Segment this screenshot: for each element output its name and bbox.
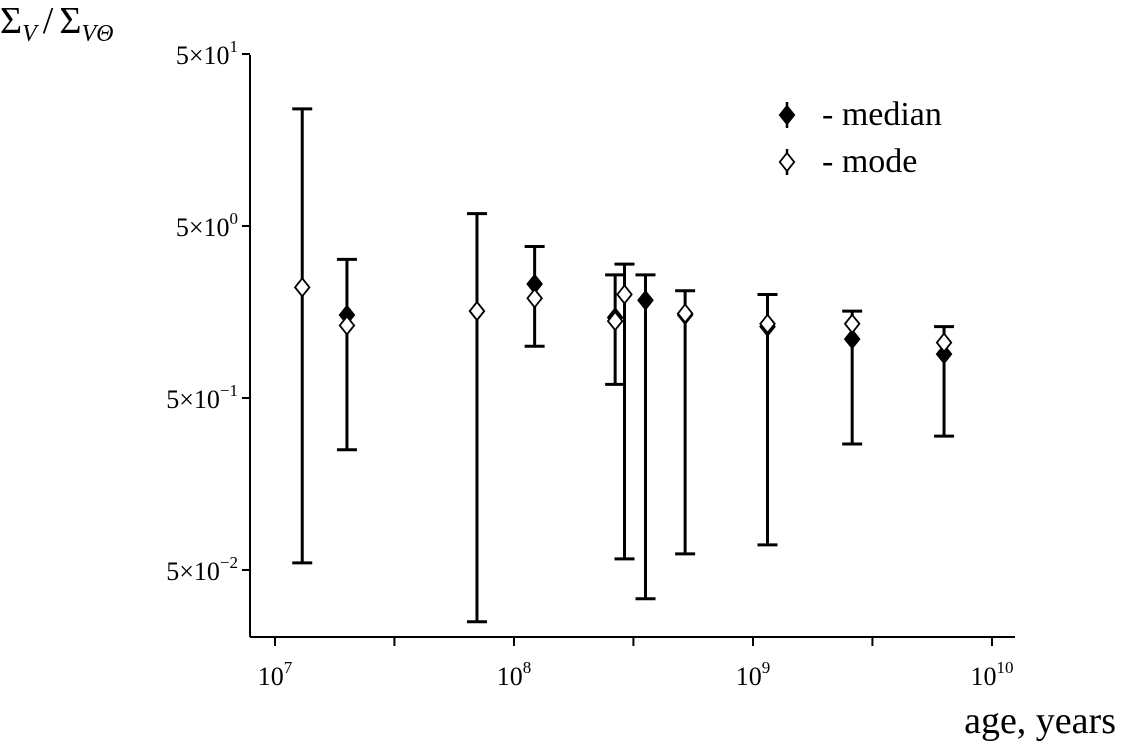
- error-bar: [292, 107, 313, 565]
- mode-point: [468, 300, 486, 322]
- mode-point: [759, 313, 776, 335]
- mode-point: [676, 303, 694, 324]
- y-axis-label: ΣV / ΣVΘ: [0, 0, 114, 47]
- mode-point: [935, 332, 953, 354]
- median-point: [637, 289, 654, 311]
- x-tick-label: 1010: [970, 658, 1014, 691]
- error-bar: [466, 212, 487, 624]
- mode-point: [293, 276, 311, 298]
- y-tick-label: 5×101: [175, 37, 238, 70]
- x-axis-label: age, years: [964, 700, 1116, 742]
- median-point: [843, 328, 861, 350]
- mode-point: [616, 284, 633, 305]
- data-points: [293, 273, 953, 365]
- legend-median-label: - median: [822, 96, 942, 133]
- x-tick-label: 108: [496, 658, 532, 691]
- x-tick-label: 107: [257, 658, 293, 691]
- mode-point: [526, 287, 543, 309]
- axes: [242, 53, 1015, 646]
- mode-point: [338, 315, 356, 336]
- y-tick-label: 5×10−1: [166, 381, 238, 414]
- legend-mode-label: - mode: [822, 143, 918, 180]
- median-point: [935, 343, 953, 365]
- error-bar: [614, 262, 635, 561]
- mode-point: [606, 310, 624, 332]
- x-tick-label: 109: [735, 658, 771, 691]
- error-bar: [675, 289, 696, 556]
- mode-point: [843, 313, 861, 335]
- error-bar: [336, 257, 357, 452]
- error-bars: [292, 107, 955, 624]
- legend-median-marker: [778, 104, 796, 126]
- legend-markers: [778, 102, 796, 175]
- error-bar: [635, 273, 656, 601]
- legend-mode-marker: [778, 151, 796, 173]
- y-tick-label: 5×100: [175, 209, 238, 242]
- y-tick-label: 5×10−2: [166, 553, 238, 586]
